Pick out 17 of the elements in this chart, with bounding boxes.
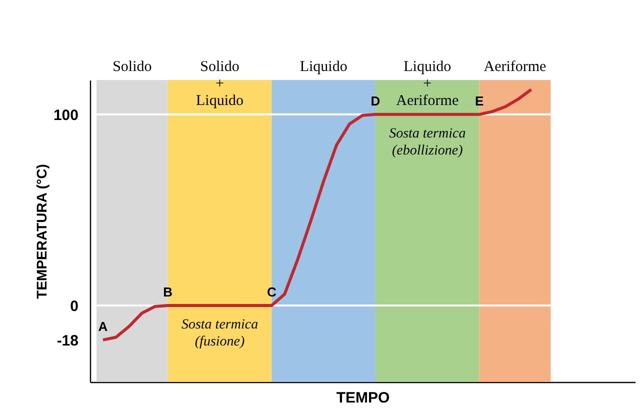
annotation: Sosta termica (fusione) <box>181 318 258 350</box>
y-axis-title: TEMPERATURA (°C) <box>33 164 50 299</box>
text: Liquido <box>300 59 348 75</box>
data-label: E <box>474 93 484 108</box>
y-tick-label: -18 <box>56 332 78 350</box>
data-label: A <box>98 318 108 334</box>
data-label: C <box>266 284 277 300</box>
annotation: Liquido + Aeriforme <box>396 59 459 109</box>
data-label: D <box>370 93 380 108</box>
x-axis-title: TEMPO <box>336 390 390 406</box>
annotation: Sosta termica (ebollizione) <box>389 126 466 158</box>
data-label: B <box>163 284 173 300</box>
text: Aeriforme <box>484 59 547 75</box>
annotation: Solido + Liquido <box>196 59 244 109</box>
y-tick-label: 0 <box>70 298 78 316</box>
text: Solido <box>112 59 152 75</box>
y-tick-label: 100 <box>53 106 78 124</box>
